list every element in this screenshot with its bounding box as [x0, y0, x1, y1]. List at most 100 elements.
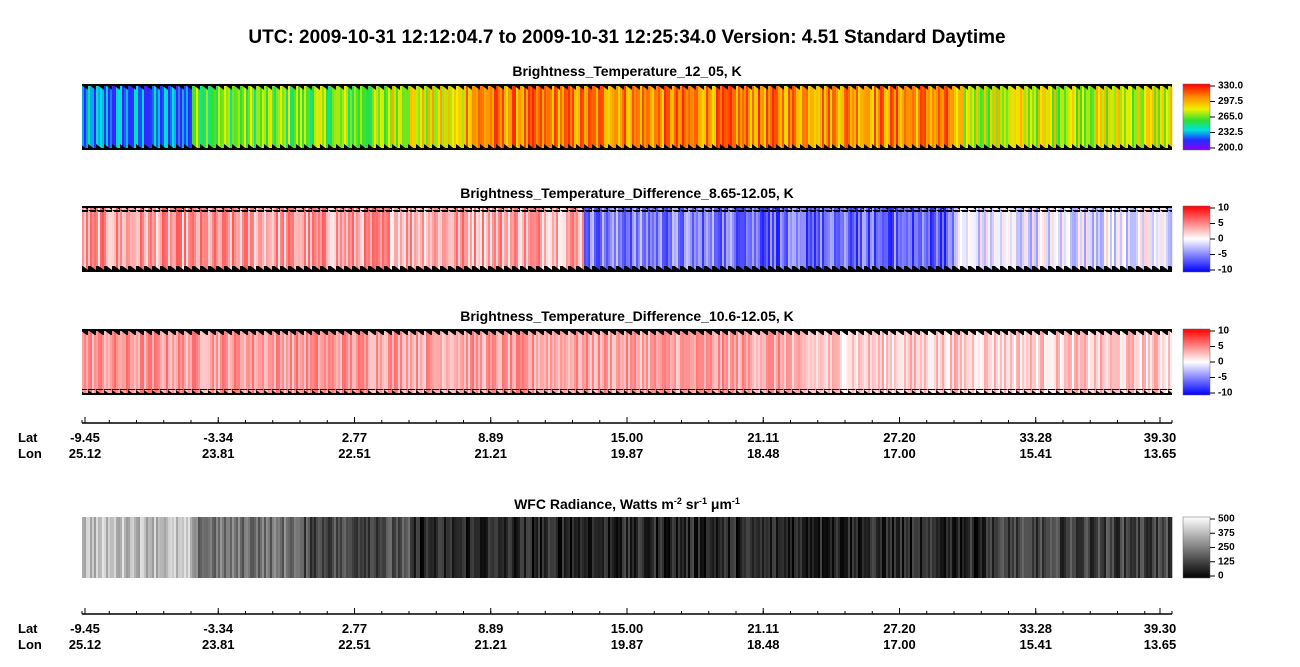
swath-column — [682, 206, 685, 272]
swath-column — [424, 206, 427, 272]
swath-column — [1086, 84, 1089, 150]
swath-column — [1112, 206, 1115, 272]
swath-column — [292, 517, 295, 578]
swath-column — [980, 84, 983, 150]
swath-column — [358, 329, 361, 395]
swath-column — [764, 206, 767, 272]
swath-column — [652, 329, 655, 395]
swath-column — [1066, 206, 1069, 272]
swath-column — [584, 84, 587, 150]
swath-column — [398, 517, 401, 578]
swath-column — [1016, 206, 1019, 272]
swath-column — [1068, 329, 1071, 395]
swath-column — [790, 206, 793, 272]
swath-column — [148, 84, 151, 150]
swath-column — [878, 206, 881, 272]
swath-column — [562, 84, 565, 150]
swath-column — [1130, 329, 1133, 395]
swath-column — [1116, 206, 1119, 272]
swath-column — [324, 329, 327, 395]
swath-column — [1066, 84, 1069, 150]
swath-column — [582, 329, 585, 395]
swath-column — [394, 517, 397, 578]
swath-column — [850, 329, 853, 395]
swath-column — [382, 84, 385, 150]
swath-column — [132, 206, 135, 272]
swath-column — [260, 329, 263, 395]
swath-column — [662, 517, 665, 578]
swath-column — [616, 84, 619, 150]
swath-column — [140, 517, 143, 578]
swath-column — [184, 517, 187, 578]
swath-column — [1070, 206, 1073, 272]
swath-column — [110, 206, 113, 272]
swath-column — [636, 84, 639, 150]
swath-column — [936, 329, 939, 395]
swath-column — [1160, 206, 1163, 272]
swath-column — [116, 84, 119, 150]
swath-column — [440, 329, 443, 395]
swath-column — [464, 329, 467, 395]
swath-column — [730, 329, 733, 395]
swath-column — [1074, 517, 1077, 578]
swath-column — [1116, 517, 1119, 578]
swath-column — [1090, 329, 1093, 395]
swath-column — [686, 329, 689, 395]
swath-column — [838, 206, 841, 272]
swath-column — [216, 206, 219, 272]
swath-column — [258, 206, 261, 272]
swath-column — [1162, 84, 1165, 150]
swath-column — [434, 206, 437, 272]
swath-column — [1106, 206, 1109, 272]
colorbar — [1182, 83, 1211, 151]
swath-column — [856, 517, 859, 578]
swath-column — [438, 84, 441, 150]
swath-column — [864, 206, 867, 272]
swath-column — [860, 84, 863, 150]
swath-column — [574, 206, 577, 272]
swath-column — [190, 206, 193, 272]
swath-column — [940, 206, 943, 272]
swath-column — [226, 517, 229, 578]
swath-column — [1092, 517, 1095, 578]
swath-column — [354, 329, 357, 395]
swath-column — [870, 329, 873, 395]
swath-column — [884, 329, 887, 395]
swath-column — [808, 517, 811, 578]
swath-column — [592, 329, 595, 395]
swath-column — [794, 517, 797, 578]
swath-column — [974, 206, 977, 272]
swath-column — [844, 329, 847, 395]
swath-column — [608, 84, 611, 150]
swath-column — [812, 84, 815, 150]
swath-column — [1088, 517, 1091, 578]
swath-column — [1072, 517, 1075, 578]
swath-column — [196, 84, 199, 150]
swath-column — [372, 329, 375, 395]
swath-column — [336, 206, 339, 272]
swath-column — [140, 329, 143, 395]
swath-column — [176, 84, 179, 150]
swath-column — [652, 517, 655, 578]
swath-column — [212, 206, 215, 272]
swath-column — [818, 206, 821, 272]
swath-column — [916, 329, 919, 395]
swath-column — [1162, 329, 1165, 395]
swath-column — [104, 329, 107, 395]
swath-column — [1118, 206, 1121, 272]
swath-column — [550, 206, 553, 272]
swath-column — [346, 84, 349, 150]
swath-column — [578, 84, 581, 150]
swath-column — [868, 329, 871, 395]
swath-column — [966, 84, 969, 150]
swath-column — [592, 517, 595, 578]
swath-column — [926, 84, 929, 150]
swath-column — [1122, 84, 1125, 150]
swath-column — [758, 517, 761, 578]
swath-column — [898, 517, 901, 578]
swath-column — [256, 84, 259, 150]
swath-column — [990, 84, 993, 150]
swath-column — [250, 84, 253, 150]
swath-column — [170, 206, 173, 272]
